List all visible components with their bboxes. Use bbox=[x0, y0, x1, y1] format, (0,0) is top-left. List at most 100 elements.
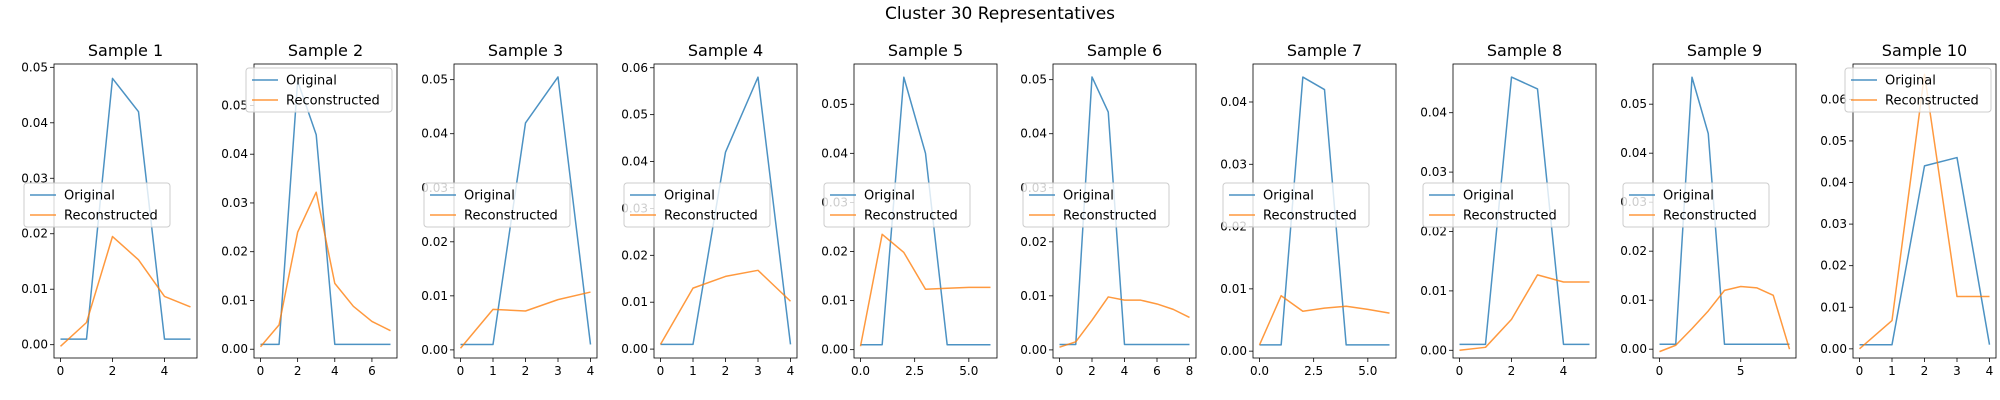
subplot-title: Sample 9 bbox=[1687, 41, 1762, 60]
series-line-reconstructed bbox=[459, 291, 591, 349]
y-tick-label: 0.02 bbox=[21, 227, 48, 241]
series-line-original bbox=[1259, 76, 1390, 346]
x-tick-label: 1 bbox=[1888, 364, 1896, 378]
plot-area bbox=[859, 76, 991, 347]
subplot-9: Sample 90.000.010.020.030.040.0505Origin… bbox=[1620, 41, 1797, 378]
x-tick-label: 6 bbox=[1153, 364, 1161, 378]
legend-box bbox=[1222, 182, 1370, 228]
y-tick-label: 0.00 bbox=[421, 343, 448, 357]
legend-box bbox=[1422, 182, 1570, 228]
legend-label: Reconstructed bbox=[464, 209, 558, 224]
y-tick-label: 0.04 bbox=[1020, 127, 1047, 141]
y-tick-label: 0.05 bbox=[821, 97, 848, 111]
y-tick-label: 0.05 bbox=[621, 108, 648, 122]
y-tick-label: 0.04 bbox=[621, 155, 648, 169]
x-tick-label: 0.0 bbox=[1250, 364, 1269, 378]
subplot-title: Sample 2 bbox=[288, 41, 363, 60]
y-tick-label: 0.04 bbox=[421, 127, 448, 141]
x-tick-label: 1 bbox=[489, 364, 497, 378]
x-tick-label: 0.0 bbox=[851, 364, 870, 378]
plot-area bbox=[1059, 76, 1190, 348]
y-tick-label: 0.01 bbox=[621, 295, 648, 309]
series-line-original bbox=[1659, 76, 1790, 346]
legend-box bbox=[1622, 182, 1770, 228]
plot-area bbox=[1659, 76, 1791, 353]
series-line-original bbox=[1459, 76, 1590, 346]
y-tick-label: 0.02 bbox=[821, 244, 848, 258]
y-tick-label: 0.03 bbox=[21, 171, 48, 185]
series-line-original bbox=[260, 80, 391, 346]
legend-box bbox=[623, 182, 771, 228]
plot-area bbox=[1859, 73, 1991, 350]
y-tick-label: 0.01 bbox=[1220, 282, 1247, 296]
series-line-original bbox=[460, 76, 592, 346]
legend-box bbox=[245, 67, 393, 113]
y-tick-label: 0.02 bbox=[1020, 235, 1047, 249]
subplot-6: Sample 60.000.010.020.030.040.0502468Ori… bbox=[1020, 41, 1197, 378]
x-tick-label: 0 bbox=[457, 364, 465, 378]
y-tick-label: 0.03 bbox=[1220, 157, 1247, 171]
y-tick-label: 0.02 bbox=[1620, 244, 1647, 258]
y-tick-label: 0.01 bbox=[21, 282, 48, 296]
x-tick-label: 4 bbox=[1560, 364, 1568, 378]
x-tick-label: 8 bbox=[1186, 364, 1194, 378]
legend: Original Reconstructed bbox=[245, 67, 393, 113]
y-tick-label: 0.04 bbox=[1220, 95, 1247, 109]
x-tick-label: 2 bbox=[1508, 364, 1516, 378]
y-tick-label: 0.03 bbox=[1420, 165, 1447, 179]
legend: Original Reconstructed bbox=[1222, 182, 1370, 228]
subplot-1: Sample 1 0.00 0.01 0.02 0.03 0.04 0.05 0 2 4 Origi… bbox=[21, 41, 198, 378]
legend-label: Original bbox=[1063, 189, 1114, 204]
legend: Original Reconstructed bbox=[1422, 182, 1570, 228]
legend: Original Reconstructed bbox=[23, 182, 171, 228]
y-tick-label: 0.01 bbox=[1420, 284, 1447, 298]
y-tick-label: 0.00 bbox=[1620, 342, 1647, 356]
x-tick-label: 3 bbox=[754, 364, 762, 378]
legend-box bbox=[1844, 67, 1992, 113]
y-tick-label: 0.00 bbox=[1820, 342, 1847, 356]
legend-label: Reconstructed bbox=[286, 94, 380, 109]
x-tick-label: 6 bbox=[368, 364, 376, 378]
y-tick-label: 0.04 bbox=[221, 147, 248, 161]
subplot-4: Sample 40.000.010.020.030.040.050.060123… bbox=[621, 41, 798, 378]
y-tick-label: 0.00 bbox=[1420, 343, 1447, 357]
legend-label: Reconstructed bbox=[1663, 209, 1757, 224]
x-tick-label: 2 bbox=[722, 364, 730, 378]
series-line-reconstructed bbox=[1859, 73, 1990, 350]
y-tick-label: 0.05 bbox=[1620, 97, 1647, 111]
legend-label: Reconstructed bbox=[1063, 209, 1157, 224]
x-tick-label: 0 bbox=[1656, 364, 1664, 378]
legend-label: Reconstructed bbox=[1885, 94, 1979, 109]
legend-label: Original bbox=[864, 189, 915, 204]
y-tick-label: 0.01 bbox=[1820, 300, 1847, 314]
y-tick-label: 0.05 bbox=[421, 73, 448, 87]
legend-label: Original bbox=[464, 189, 515, 204]
plot-area bbox=[259, 80, 391, 348]
y-tick-label: 0.01 bbox=[421, 289, 448, 303]
subplot-2: Sample 2 0.00 0.01 0.02 0.03 0.04 0.05 0 2 4 6 Orig… bbox=[221, 41, 398, 378]
legend-label: Original bbox=[64, 189, 115, 204]
series-line-reconstructed bbox=[1059, 296, 1190, 348]
legend: Original Reconstructed bbox=[823, 182, 971, 228]
y-tick-label: 0.02 bbox=[1420, 224, 1447, 238]
subplot-title: Sample 8 bbox=[1487, 41, 1562, 60]
y-tick-label: 0.05 bbox=[1820, 134, 1847, 148]
x-tick-label: 4 bbox=[1121, 364, 1129, 378]
legend-label: Reconstructed bbox=[664, 209, 758, 224]
y-tick-label: 0.04 bbox=[1820, 176, 1847, 190]
x-tick-label: 0 bbox=[1456, 364, 1464, 378]
x-tick-label: 2 bbox=[1088, 364, 1096, 378]
subplot-title: Sample 4 bbox=[688, 41, 763, 60]
x-tick-label: 0 bbox=[257, 364, 265, 378]
legend: Original Reconstructed bbox=[1022, 182, 1170, 228]
figure-suptitle: Cluster 30 Representatives bbox=[884, 4, 1116, 24]
legend-label: Original bbox=[664, 189, 715, 204]
x-tick-label: 0 bbox=[1056, 364, 1064, 378]
x-tick-label: 2.5 bbox=[1304, 364, 1323, 378]
x-tick-label: 0 bbox=[57, 364, 65, 378]
y-tick-label: 0.02 bbox=[221, 245, 248, 259]
y-tick-label: 0.00 bbox=[621, 342, 648, 356]
y-tick-label: 0.03 bbox=[1820, 217, 1847, 231]
